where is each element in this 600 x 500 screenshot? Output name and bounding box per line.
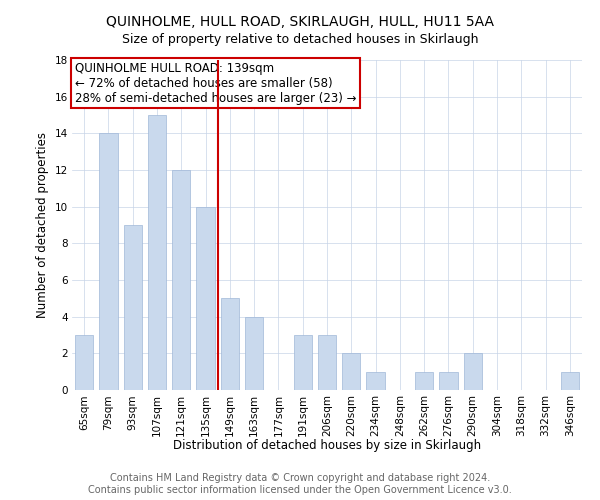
Bar <box>561 372 579 390</box>
X-axis label: Distribution of detached houses by size in Skirlaugh: Distribution of detached houses by size … <box>173 439 481 452</box>
Text: Contains HM Land Registry data © Crown copyright and database right 2024.
Contai: Contains HM Land Registry data © Crown c… <box>88 474 512 495</box>
Text: QUINHOLME HULL ROAD: 139sqm
← 72% of detached houses are smaller (58)
28% of sem: QUINHOLME HULL ROAD: 139sqm ← 72% of det… <box>74 62 356 104</box>
Bar <box>415 372 433 390</box>
Bar <box>293 335 312 390</box>
Bar <box>100 134 118 390</box>
Bar <box>439 372 458 390</box>
Bar <box>464 354 482 390</box>
Bar <box>148 115 166 390</box>
Text: QUINHOLME, HULL ROAD, SKIRLAUGH, HULL, HU11 5AA: QUINHOLME, HULL ROAD, SKIRLAUGH, HULL, H… <box>106 15 494 29</box>
Bar <box>196 206 215 390</box>
Bar <box>367 372 385 390</box>
Y-axis label: Number of detached properties: Number of detached properties <box>36 132 49 318</box>
Bar <box>318 335 336 390</box>
Bar <box>75 335 93 390</box>
Bar <box>245 316 263 390</box>
Bar <box>342 354 361 390</box>
Bar <box>221 298 239 390</box>
Bar <box>124 225 142 390</box>
Bar <box>172 170 190 390</box>
Text: Size of property relative to detached houses in Skirlaugh: Size of property relative to detached ho… <box>122 32 478 46</box>
